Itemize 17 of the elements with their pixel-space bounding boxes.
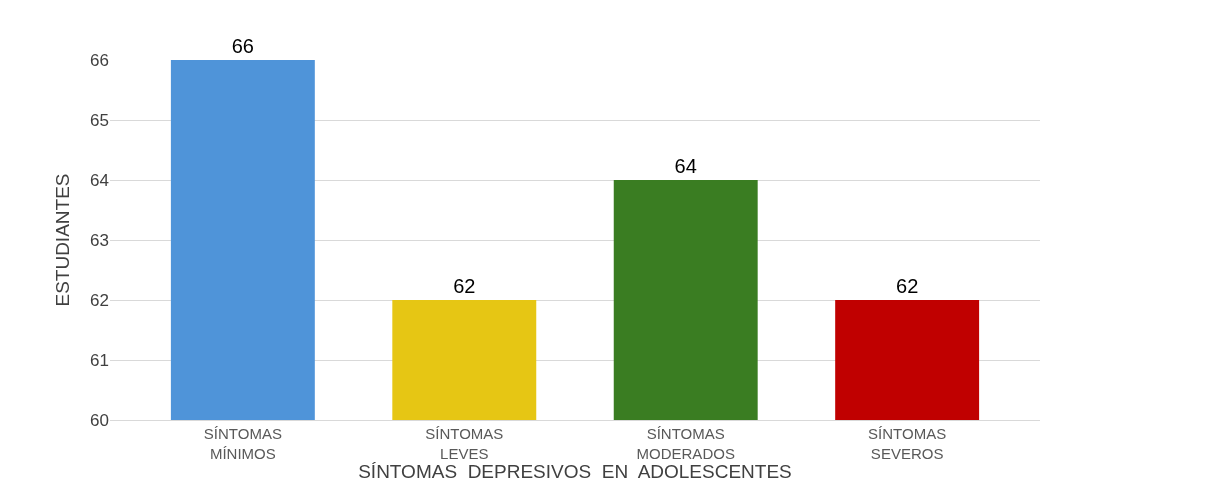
x-axis-title: SÍNTOMAS DEPRESIVOS EN ADOLESCENTES: [358, 461, 792, 483]
y-tick-label: 63: [90, 230, 109, 250]
data-label: 62: [896, 275, 919, 297]
y-tick-label: 65: [90, 110, 109, 130]
x-tick-label: SÍNTOMAS MÍNIMOS: [203, 425, 282, 462]
x-tick-label: SÍNTOMAS LEVES: [425, 425, 504, 462]
y-axis-title: ESTUDIANTES: [51, 173, 73, 307]
x-tick-label: SÍNTOMAS MODERADOS: [636, 425, 735, 462]
x-tick-label: SÍNTOMAS SEVEROS: [868, 425, 947, 462]
data-label: 62: [453, 275, 476, 297]
data-label: 66: [231, 35, 254, 57]
y-tick-label: 62: [90, 290, 109, 310]
y-tick-label: 60: [90, 410, 109, 430]
y-tick-label: 66: [90, 50, 109, 70]
data-label: 64: [674, 155, 697, 177]
y-tick-label: 64: [90, 170, 109, 190]
y-tick-label: 61: [90, 350, 109, 370]
